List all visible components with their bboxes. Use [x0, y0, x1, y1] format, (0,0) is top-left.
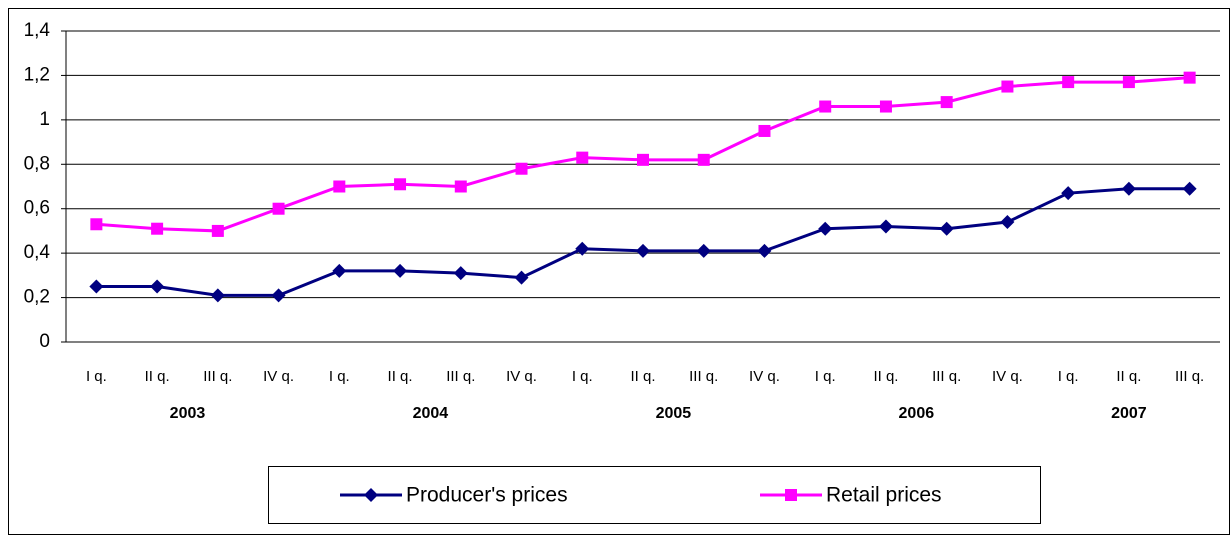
- point-marker: [454, 180, 467, 193]
- x-tick-label: II q.: [873, 368, 898, 385]
- y-tick-label: 1,4: [24, 20, 51, 41]
- x-tick-label: IV q.: [506, 368, 537, 385]
- y-tick-label: 1,2: [24, 64, 50, 85]
- x-tick-label: III q.: [689, 368, 718, 385]
- point-marker: [1122, 76, 1135, 89]
- legend-marker: [364, 488, 378, 502]
- x-tick-label: III q.: [1175, 368, 1204, 385]
- point-marker: [1000, 215, 1015, 230]
- legend-label: Retail prices: [826, 484, 942, 507]
- point-marker: [89, 279, 104, 294]
- point-marker: [1183, 71, 1196, 84]
- y-tick-label: 0,8: [24, 153, 50, 174]
- y-tick-label: 0,2: [24, 287, 50, 308]
- x-group-label: 2006: [899, 405, 935, 422]
- point-marker: [514, 270, 529, 285]
- x-tick-label: IV q.: [263, 368, 294, 385]
- point-marker: [1121, 181, 1136, 196]
- point-marker: [758, 124, 771, 137]
- point-marker: [940, 96, 953, 109]
- point-marker: [697, 153, 710, 166]
- x-tick-label: I q.: [1058, 368, 1079, 385]
- point-marker: [819, 100, 832, 113]
- point-marker: [333, 180, 346, 193]
- point-marker: [575, 241, 590, 256]
- point-marker: [332, 263, 347, 278]
- point-marker: [90, 218, 103, 231]
- point-marker: [1062, 76, 1075, 89]
- point-marker: [150, 279, 165, 294]
- point-marker: [1182, 181, 1197, 196]
- y-tick-label: 0,6: [24, 198, 50, 219]
- x-group-label: 2003: [170, 405, 206, 422]
- y-tick-label: 0: [39, 331, 50, 352]
- x-tick-label: I q.: [86, 368, 107, 385]
- x-tick-label: III q.: [203, 368, 232, 385]
- y-tick-label: 0,4: [24, 242, 51, 263]
- x-group-label: 2007: [1111, 405, 1147, 422]
- x-tick-label: III q.: [446, 368, 475, 385]
- point-marker: [515, 162, 528, 175]
- point-marker: [394, 178, 407, 191]
- point-marker: [393, 263, 408, 278]
- chart-frame: [8, 8, 1230, 535]
- point-marker: [1001, 80, 1014, 93]
- x-tick-label: IV q.: [992, 368, 1023, 385]
- point-marker: [637, 153, 649, 166]
- legend-marker: [785, 489, 797, 501]
- x-group-label: 2004: [413, 405, 449, 422]
- point-marker: [453, 266, 468, 281]
- x-tick-label: IV q.: [749, 368, 780, 385]
- x-group-label: 2005: [656, 405, 692, 422]
- point-marker: [151, 222, 164, 235]
- x-tick-label: III q.: [932, 368, 961, 385]
- point-marker: [879, 100, 892, 113]
- point-marker: [696, 243, 711, 258]
- x-tick-label: II q.: [388, 368, 413, 385]
- point-marker: [757, 243, 772, 258]
- legend-label: Producer's prices: [406, 484, 568, 507]
- x-tick-label: I q.: [572, 368, 593, 385]
- point-marker: [636, 243, 650, 258]
- point-marker: [272, 202, 285, 215]
- point-marker: [211, 224, 224, 237]
- y-tick-label: 1: [39, 109, 50, 130]
- x-tick-label: II q.: [1116, 368, 1141, 385]
- x-tick-label: II q.: [630, 368, 655, 385]
- x-tick-label: I q.: [329, 368, 350, 385]
- point-marker: [818, 221, 833, 236]
- point-marker: [878, 219, 893, 234]
- x-tick-label: II q.: [145, 368, 170, 385]
- x-tick-label: I q.: [815, 368, 836, 385]
- point-marker: [210, 288, 225, 303]
- point-marker: [271, 288, 286, 303]
- point-marker: [1061, 186, 1076, 201]
- point-marker: [939, 221, 954, 236]
- point-marker: [576, 151, 589, 164]
